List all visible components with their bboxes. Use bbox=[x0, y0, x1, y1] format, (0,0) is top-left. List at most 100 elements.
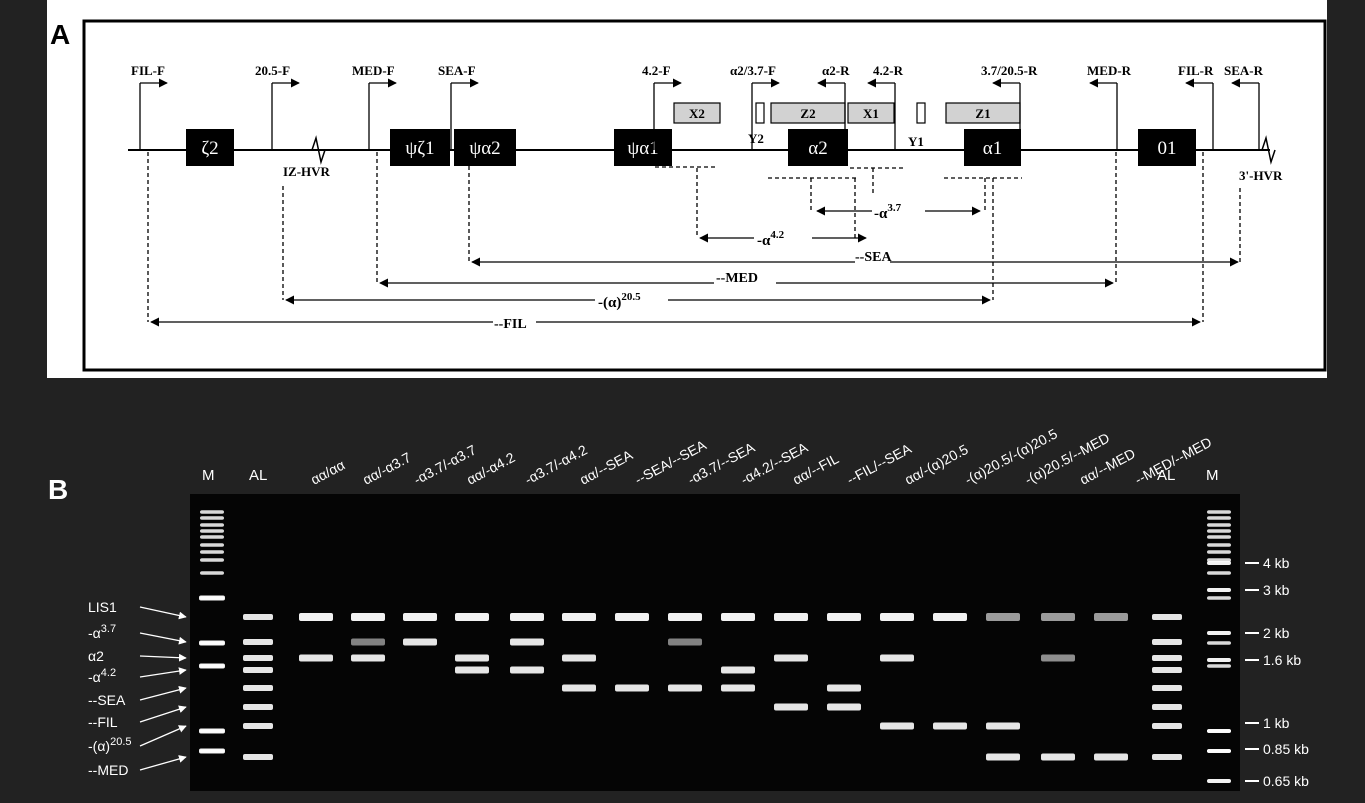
al-lane-1-band-4 bbox=[243, 685, 273, 691]
m-lane-2-band-11 bbox=[1207, 664, 1231, 668]
al-lane-1-band-5 bbox=[243, 704, 273, 710]
size-label-kb16: 1.6 kb bbox=[1263, 652, 1301, 668]
sample-lane-16-band-lis1 bbox=[1094, 613, 1128, 621]
gene-label-psizeta1: ψζ1 bbox=[405, 138, 434, 159]
deletion-arrows bbox=[150, 206, 1239, 327]
gene-label-psialpha1: ψα1 bbox=[627, 138, 658, 159]
sample-lane-15-band-med bbox=[1041, 753, 1075, 761]
lane-label-al2: AL bbox=[1157, 467, 1175, 484]
al-lane-2-band-5 bbox=[1152, 704, 1182, 710]
box-y2 bbox=[755, 102, 765, 124]
m-lane-2-band-0 bbox=[1207, 510, 1231, 514]
primer-group: FIL-F 20.5-F MED-F SEA-F 4.2-F α2/3.7-F α2-R 4.… bbox=[131, 63, 1264, 150]
primer-med_f: MED-F bbox=[352, 63, 397, 150]
sample-lane-11-band-sea bbox=[827, 684, 861, 692]
m2-strong-band-4 bbox=[1207, 729, 1231, 733]
al-lane-1-band-0 bbox=[243, 614, 273, 620]
gene-label-alpha2: α2 bbox=[808, 138, 827, 159]
sample-lane-11-band-fil bbox=[827, 703, 861, 711]
sample-lane-8-band-sea bbox=[668, 684, 702, 692]
left-marker-arrow-sea bbox=[139, 685, 187, 701]
box-y1 bbox=[916, 102, 926, 124]
al-lane-1-band-7 bbox=[243, 754, 273, 760]
left-marker-label-a42: -α4.2 bbox=[88, 667, 116, 685]
sample-lane-10-band-fil bbox=[774, 703, 808, 711]
m-lane-1-band-1 bbox=[200, 516, 224, 520]
primer-p37_205_r: 3.7/20.5-R bbox=[981, 63, 1038, 150]
sample-lane-7-band-sea bbox=[615, 684, 649, 692]
sample-lane-4-band-a42 bbox=[455, 666, 489, 674]
sample-lane-2-band-a37 bbox=[351, 638, 385, 646]
gene-box-theta1 bbox=[1138, 129, 1196, 166]
three-hvr-zigzag bbox=[1261, 135, 1276, 165]
m1-strong-band-4 bbox=[199, 748, 225, 754]
m1-strong-band-1 bbox=[199, 640, 225, 646]
al-lane-1-band-3 bbox=[243, 667, 273, 673]
box-label-x1: X1 bbox=[863, 106, 879, 121]
size-markers: 4 kb 3 kb 2 kb 1.6 kb 1 kb 0.85 kb 0.65 kb bbox=[1245, 555, 1309, 789]
m-lane-2-band-4 bbox=[1207, 535, 1231, 539]
gene-label-theta1: 01 bbox=[1158, 138, 1177, 159]
lane-label-l1: αα/αα bbox=[308, 456, 348, 487]
primer-a2_r: α2-R bbox=[817, 63, 850, 150]
left-marker-arrow-a205 bbox=[139, 725, 187, 747]
m-lane-1-band-6 bbox=[200, 550, 224, 554]
sample-lane-7-band-lis1 bbox=[615, 613, 649, 621]
m-lane-2-band-10 bbox=[1207, 641, 1231, 645]
gene-box-psizeta1 bbox=[390, 129, 450, 166]
left-marker-arrow-a2 bbox=[139, 653, 187, 662]
sample-lane-13-band-a205 bbox=[933, 722, 967, 730]
sample-lane-12-band-a205 bbox=[880, 722, 914, 730]
primer-label-p205_f: 20.5-F bbox=[255, 63, 290, 78]
primer-sea_r: SEA-R bbox=[1224, 63, 1264, 150]
al-lane-1-band-2 bbox=[243, 655, 273, 661]
left-marker-label-lis1: LIS1 bbox=[88, 599, 117, 615]
m-lane-1-band-4 bbox=[200, 535, 224, 539]
sample-lane-6-band-a2 bbox=[562, 654, 596, 662]
box-x2 bbox=[673, 102, 721, 124]
sample-lane-4-band-a2 bbox=[455, 654, 489, 662]
lane-labels: M AL αα/αα αα/-α3.7-α3.7/-α3.7αα/-α4.2 -α3.7… bbox=[202, 425, 1219, 487]
m-lane-1-band-2 bbox=[200, 523, 224, 527]
left-marker-label-med: --MED bbox=[88, 762, 128, 778]
gel-image bbox=[190, 494, 1240, 791]
sample-lane-12-band-lis1 bbox=[880, 613, 914, 621]
al-lane-1-band-1 bbox=[243, 639, 273, 645]
deletion-label-med: --MED bbox=[716, 271, 758, 286]
primer-label-fil_r: FIL-R bbox=[1178, 63, 1214, 78]
primer-p205_f: 20.5-F bbox=[255, 63, 300, 150]
panel-a-background bbox=[47, 0, 1327, 378]
gene-box-alpha2 bbox=[788, 129, 848, 166]
sample-lane-9-band-a42 bbox=[721, 666, 755, 674]
left-marker-label-a2: α2 bbox=[88, 648, 104, 664]
primer-label-sea_r: SEA-R bbox=[1224, 63, 1264, 78]
sample-lane-1-band-lis1 bbox=[299, 613, 333, 621]
m-lane-2-band-7 bbox=[1207, 558, 1231, 562]
left-marker-arrow-a42 bbox=[139, 667, 187, 678]
primer-fil_f: FIL-F bbox=[131, 63, 168, 150]
m2-strong-band-5 bbox=[1207, 749, 1231, 753]
size-label-kb3: 3 kb bbox=[1263, 582, 1290, 598]
sample-lane-5-band-a37 bbox=[510, 638, 544, 646]
sample-lane-6-band-sea bbox=[562, 684, 596, 692]
m2-strong-band-6 bbox=[1207, 779, 1231, 783]
gene-box-psialpha2 bbox=[454, 129, 516, 166]
al-lane-2-band-6 bbox=[1152, 723, 1182, 729]
left-marker-label-a205: -(α)20.5 bbox=[88, 736, 132, 754]
sample-lane-5-band-lis1 bbox=[510, 613, 544, 621]
sample-lane-15-band-lis1 bbox=[1041, 613, 1075, 621]
primer-label-a2_r: α2-R bbox=[822, 63, 850, 78]
m-lane-1-band-5 bbox=[200, 543, 224, 547]
lane-label-l11: --FIL/--SEA bbox=[844, 440, 915, 488]
gene-box-alpha1 bbox=[964, 129, 1021, 166]
grey-box-group: X2 Z2 X1 Z1 bbox=[673, 102, 1021, 124]
sample-lane-3-band-a37 bbox=[403, 638, 437, 646]
sample-lane-8-band-a37 bbox=[668, 638, 702, 646]
gene-label-psialpha2: ψα2 bbox=[469, 138, 500, 159]
primer-label-a2_37_f: α2/3.7-F bbox=[730, 63, 776, 78]
left-marker-arrow-lis1 bbox=[139, 606, 187, 620]
iz-hvr-zigzag bbox=[311, 135, 326, 165]
left-marker-label-a37: -α3.7 bbox=[88, 623, 116, 641]
